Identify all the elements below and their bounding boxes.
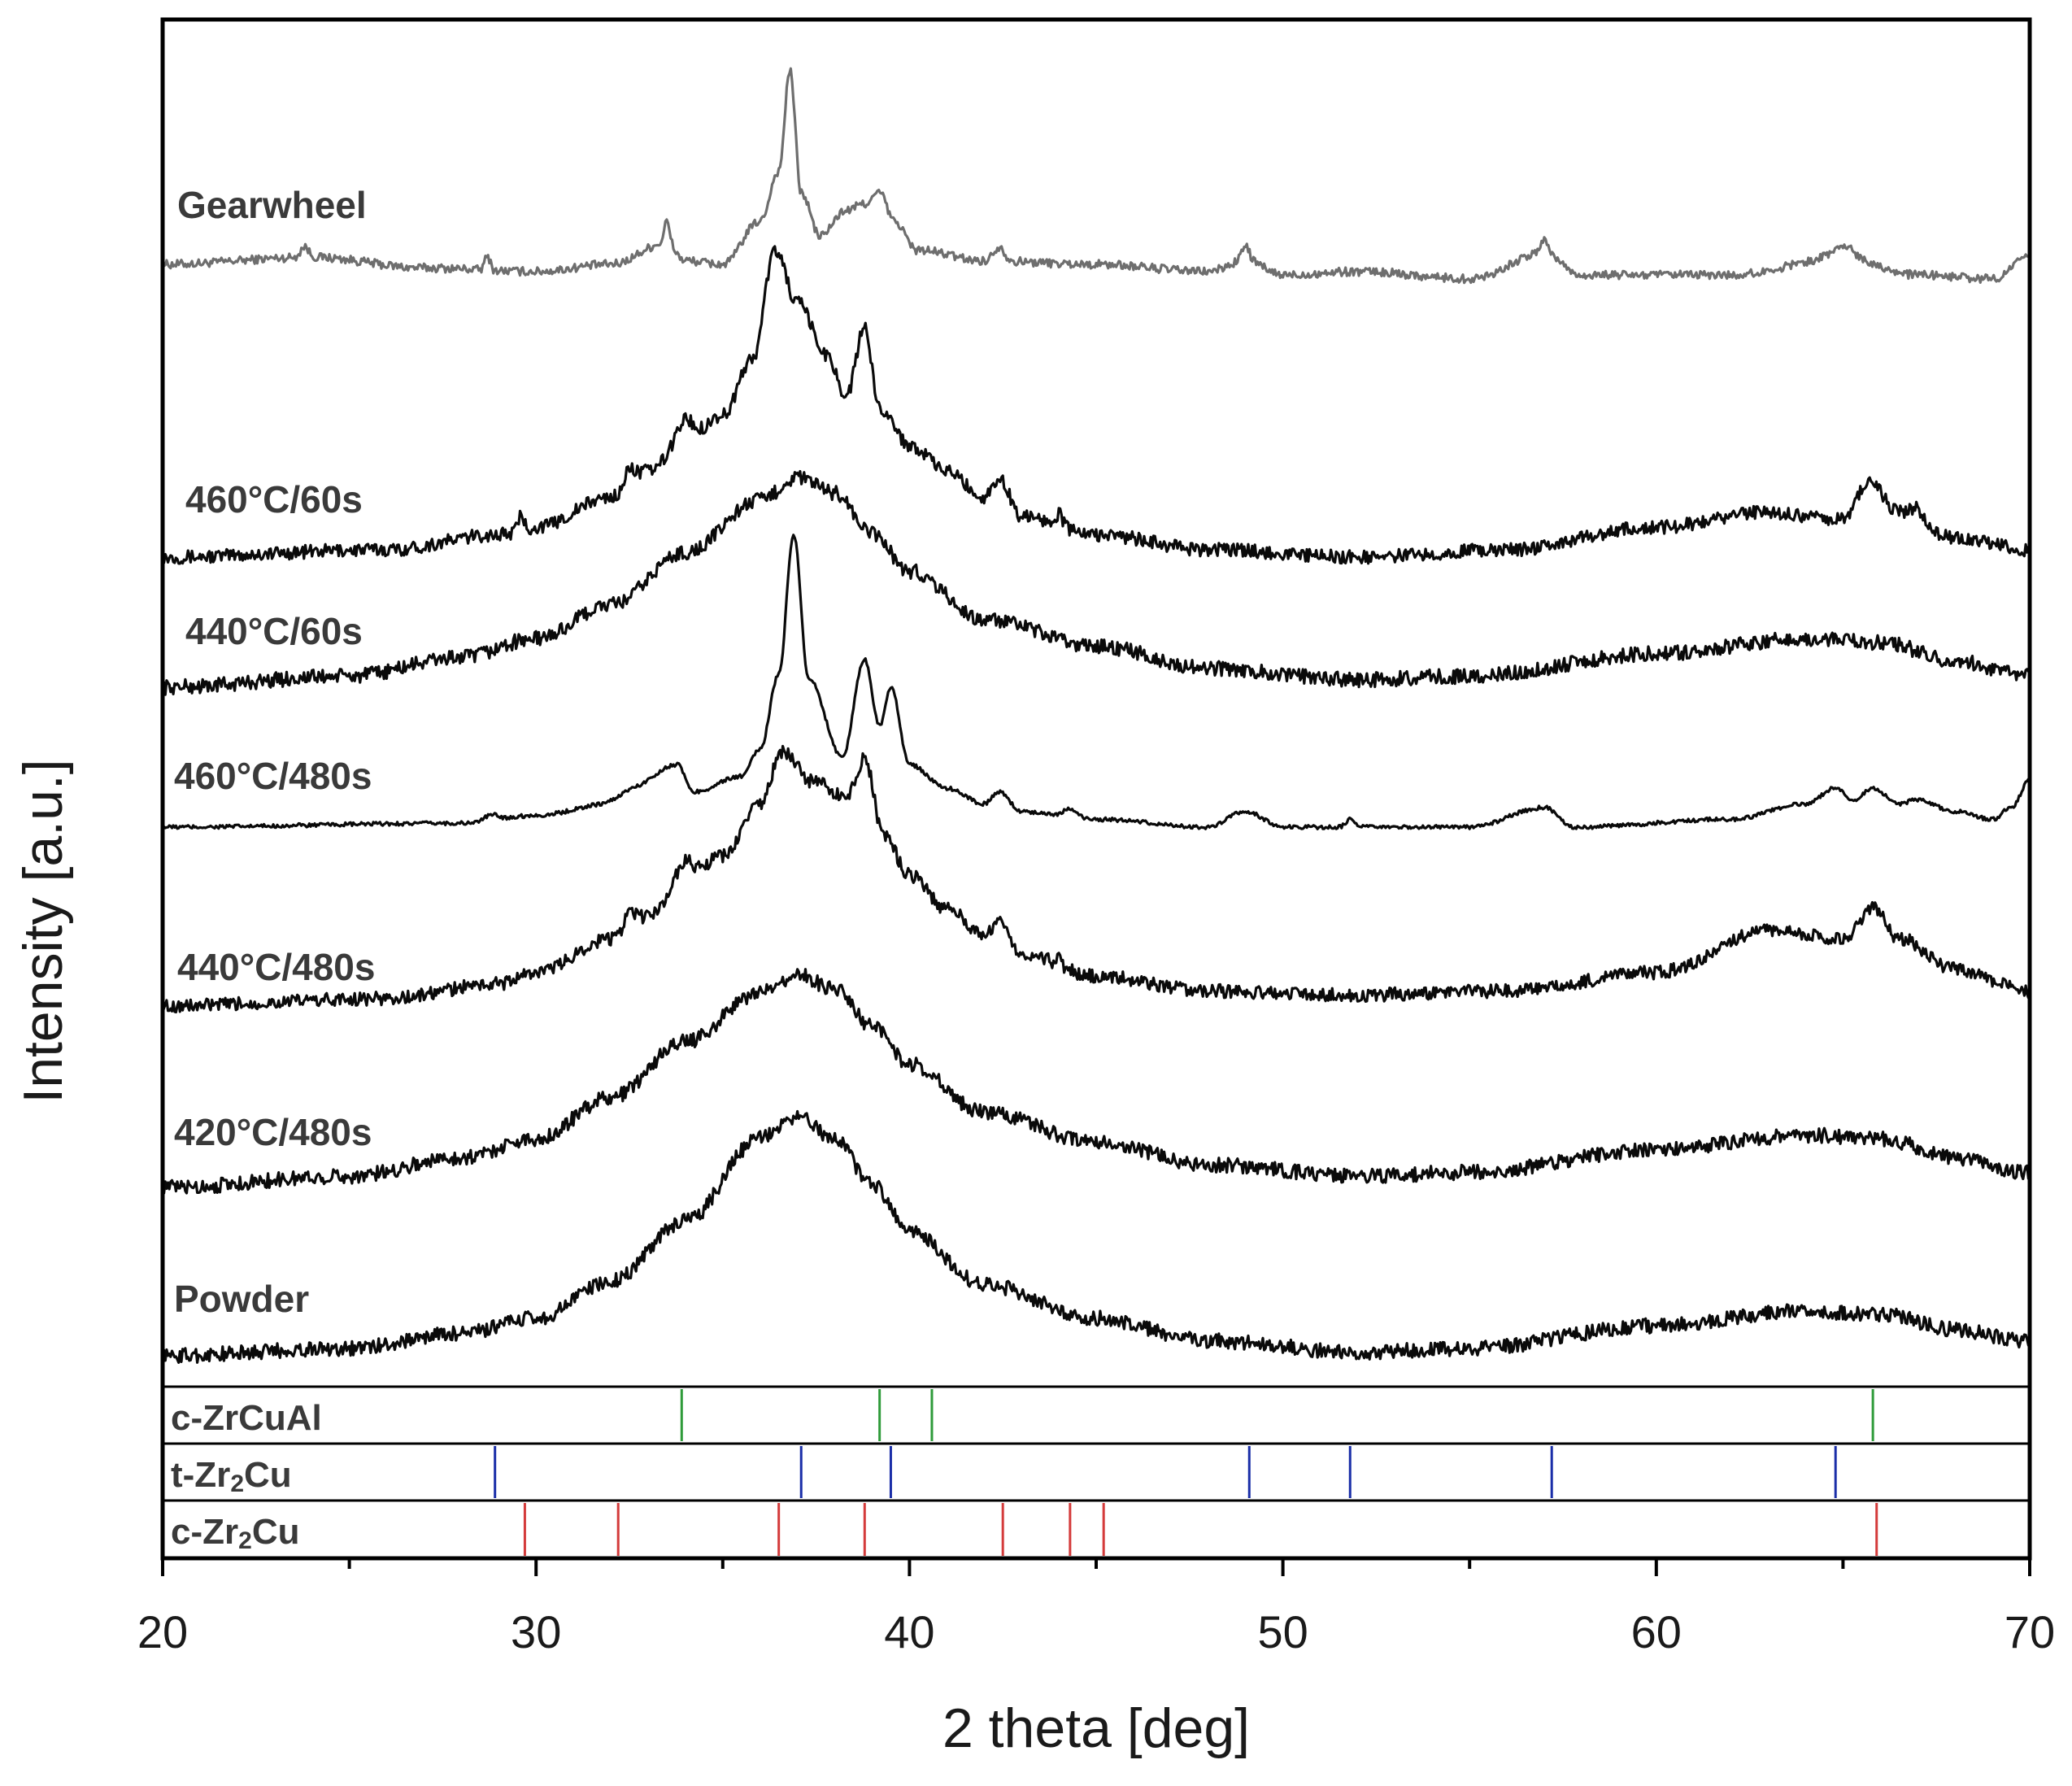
x-tick-label-50: 50: [1257, 1606, 1308, 1657]
phase-label-2: c-Zr2Cu: [171, 1512, 299, 1554]
series-curve-4: [161, 744, 2031, 1014]
series-layer: [161, 67, 2031, 1364]
phase-label-0: c-ZrCuAl: [171, 1398, 322, 1438]
x-tick-label-30: 30: [511, 1606, 561, 1657]
x-tick-label-70: 70: [2005, 1606, 2055, 1657]
x-tick-label-20: 20: [137, 1606, 188, 1657]
series-label-5: 420°C/480s: [174, 1111, 372, 1153]
series-curve-3: [161, 534, 2031, 830]
series-label-4: 440°C/480s: [177, 946, 375, 988]
series-label-1: 460°C/60s: [185, 478, 363, 521]
series-label-layer: Gearwheel 460°C/60s 440°C/60s 460°C/480s 440…: [174, 184, 375, 1320]
series-curve-1: [162, 245, 2031, 565]
x-tick-label-60: 60: [1631, 1606, 1682, 1657]
series-label-3: 460°C/480s: [174, 755, 372, 797]
x-tick-label-40: 40: [884, 1606, 934, 1657]
series-label-6: Powder: [174, 1278, 309, 1320]
series-curve-5: [161, 968, 2031, 1196]
series-curve-0: [161, 67, 2031, 285]
series-label-2: 440°C/60s: [185, 610, 363, 652]
series-curve-6: [161, 1109, 2031, 1364]
series-label-0: Gearwheel: [177, 184, 367, 226]
series-curve-2: [161, 469, 2031, 696]
y-axis-title: Intensity [a.u.]: [12, 759, 74, 1103]
x-axis-ticks: 20 30 40 50 60 70: [137, 1558, 2055, 1657]
reference-phase-layer: c-ZrCuAl t-Zr2Cu c-Zr2Cu: [161, 1385, 2031, 1560]
phase-label-1: t-Zr2Cu: [171, 1455, 292, 1497]
x-axis-title: 2 theta [deg]: [942, 1697, 1250, 1759]
